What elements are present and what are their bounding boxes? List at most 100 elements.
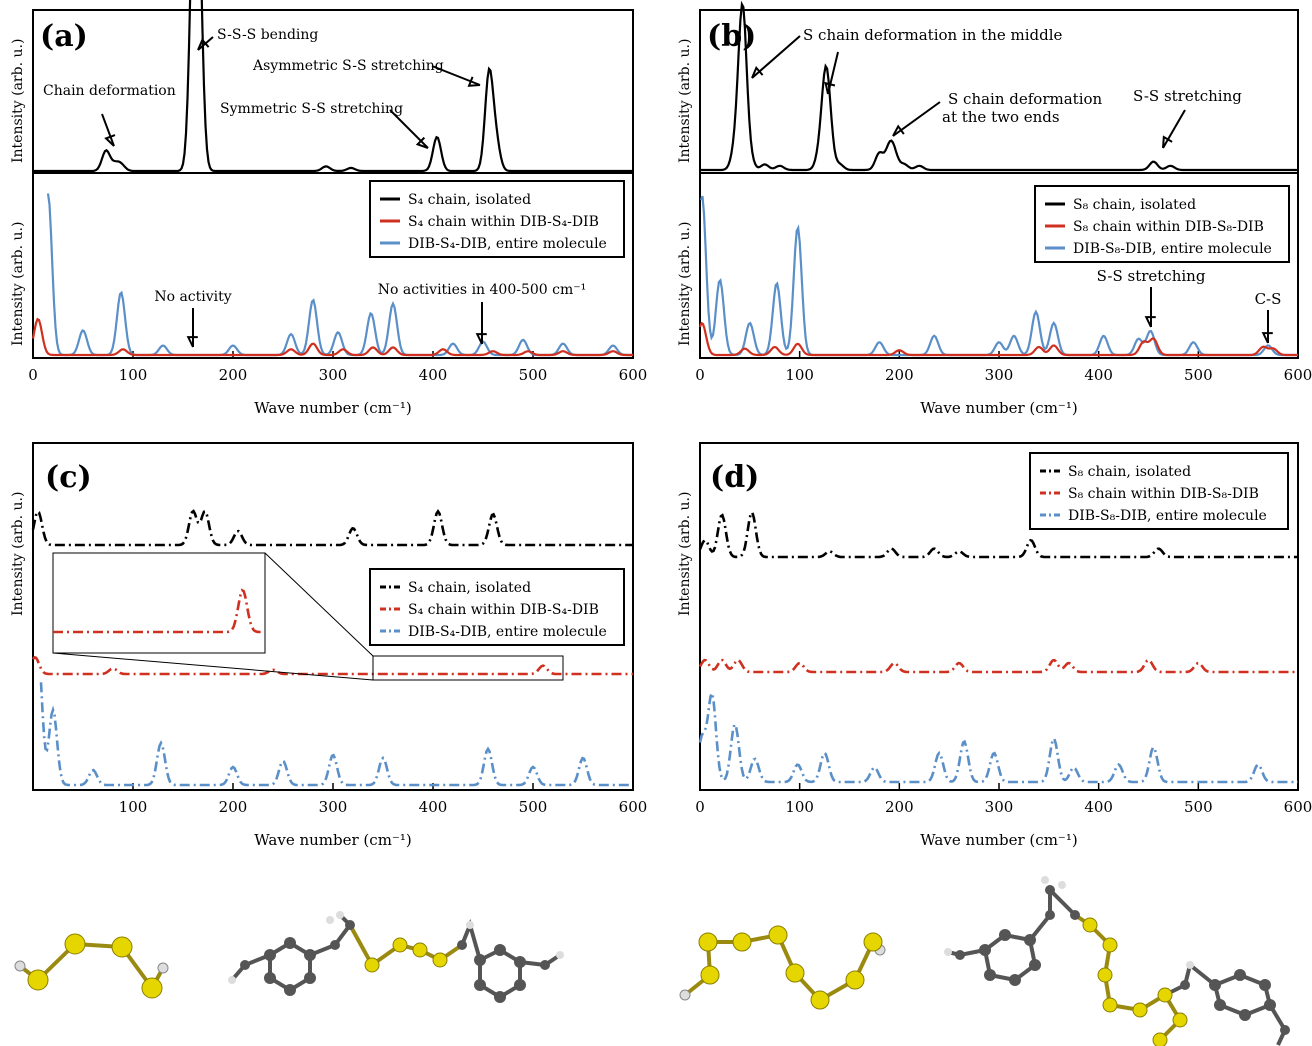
panels-layer: 0 100 200 300 400 500 600 Wave number (cm⁻¹) Int… — [10, 0, 1312, 849]
inset-connector-bottom — [52, 652, 374, 681]
x-tick-label-200: 200 — [885, 366, 914, 384]
y-axis-label-bottom: Intensity (arb. u.) — [677, 222, 693, 346]
legend-entry-1: S₄ chain, isolated — [408, 192, 531, 208]
x-tick-label-0: 0 — [28, 366, 38, 384]
series-line-3 — [698, 688, 1298, 784]
x-tick-label-400: 400 — [419, 366, 448, 384]
x-tick-label-300: 300 — [319, 798, 348, 816]
annotation-text-4: Asymmetric S-S stretching — [252, 58, 444, 74]
panel-b: 0 100 200 300 400 500 600 Wave number (cm⁻¹) Int… — [677, 0, 1312, 417]
x-axis-label: Wave number (cm⁻¹) — [920, 399, 1077, 417]
legend-entry-3: DIB-S₄-DIB, entire molecule — [408, 236, 607, 252]
annotation-text-3: S-S stretching — [1133, 87, 1242, 105]
x-tick-label-400: 400 — [1084, 798, 1113, 816]
series-line-3 — [39, 682, 632, 787]
legend-entry-2: S₄ chain within DIB-S₄-DIB — [408, 214, 599, 230]
x-axis-label: Wave number (cm⁻¹) — [254, 399, 411, 417]
x-tick-label-300: 300 — [985, 366, 1014, 384]
x-tick-label-200: 200 — [219, 366, 248, 384]
series-line-1 — [31, 509, 633, 547]
annotation-text-5: C-S — [1255, 290, 1282, 308]
plot-frame-b — [699, 9, 1299, 359]
legend-b: S₈ chain, isolated S₈ chain within DIB-S₈… — [1034, 185, 1290, 263]
x-tick-label-200: 200 — [885, 798, 914, 816]
annotation-arrow-1 — [751, 35, 801, 79]
y-axis-label: Intensity (arb. u.) — [10, 492, 26, 616]
legend-entry-1: S₄ chain, isolated — [408, 580, 531, 596]
legend-entry-2: S₈ chain within DIB-S₈-DIB — [1073, 219, 1264, 235]
zoom-region-box — [372, 655, 564, 681]
legend-d: S₈ chain, isolated S₈ chain within DIB-S₈… — [1029, 452, 1289, 530]
y-axis-label-top: Intensity (arb. u.) — [677, 39, 693, 163]
panel-label: (b) — [707, 19, 756, 54]
series-line-2 — [698, 321, 1298, 357]
annotation-arrow-1 — [197, 36, 214, 51]
inset-connector-top — [264, 552, 374, 657]
x-tick-label-100: 100 — [785, 798, 814, 816]
x-tick-label-0: 0 — [695, 798, 705, 816]
y-axis-label-top: Intensity (arb. u.) — [10, 39, 26, 163]
annotation-arrow-5 — [186, 308, 198, 348]
legend-entry-3: DIB-S₄-DIB, entire molecule — [408, 624, 607, 640]
s8-chain-molecule — [679, 925, 886, 1010]
x-tick-label-100: 100 — [119, 366, 148, 384]
legend-box — [369, 180, 625, 258]
annotation-text-5: No activity — [154, 289, 231, 305]
annotation-text-2: Chain deformation — [43, 83, 176, 99]
x-tick-label-300: 300 — [985, 798, 1014, 816]
x-tick-label-600: 600 — [619, 366, 648, 384]
legend-entry-2: S₈ chain within DIB-S₈-DIB — [1068, 486, 1259, 502]
series-line-3 — [699, 195, 1298, 357]
x-tick-label-300: 300 — [319, 366, 348, 384]
legend-entry-3: DIB-S₈-DIB, entire molecule — [1068, 508, 1267, 524]
x-tick-label-600: 600 — [1284, 366, 1312, 384]
x-tick-label-100: 100 — [119, 798, 148, 816]
inset-series-line — [53, 588, 264, 634]
annotation-arrow-4 — [431, 65, 481, 87]
annotation-text-2b: at the two ends — [942, 108, 1060, 126]
x-tick-label-500: 500 — [519, 798, 548, 816]
legend-entry-3: DIB-S₈-DIB, entire molecule — [1073, 241, 1272, 257]
x-tick-label-600: 600 — [1284, 798, 1312, 816]
x-axis-label: Wave number (cm⁻¹) — [254, 831, 411, 849]
annotation-text-6: No activities in 400-500 cm⁻¹ — [378, 282, 587, 298]
legend-box — [1029, 452, 1289, 530]
x-tick-label-100: 100 — [785, 366, 814, 384]
s4-chain-molecule — [14, 933, 169, 999]
x-tick-label-400: 400 — [1084, 366, 1113, 384]
legend-box — [1034, 185, 1290, 263]
panel-a: 0 100 200 300 400 500 600 Wave number (cm⁻¹) Int… — [10, 0, 647, 417]
legend-c: S₄ chain, isolated S₄ chain within DIB-S₄… — [369, 568, 625, 646]
annotation-arrow-3 — [1162, 109, 1186, 149]
series-line-2 — [31, 655, 633, 676]
series-line-1 — [698, 510, 1298, 559]
legend-a: S₄ chain, isolated S₄ chain within DIB-S₄… — [369, 180, 625, 258]
series-line-1 — [700, 0, 1298, 172]
legend-box — [369, 568, 625, 646]
annotation-arrow-6 — [475, 302, 487, 345]
y-axis-label-bottom: Intensity (arb. u.) — [10, 222, 26, 346]
annotation-arrow-4 — [1144, 287, 1156, 328]
panel-c: 100 200 300 400 500 600 Wave number (cm⁻¹) Inte… — [10, 442, 648, 849]
x-tick-label-0: 0 — [695, 366, 705, 384]
annotation-arrow-2 — [101, 113, 116, 147]
molecule-illustrations — [14, 876, 1290, 1046]
dib-s4-dib-molecule — [228, 911, 564, 1003]
y-axis-label: Intensity (arb. u.) — [677, 492, 693, 616]
dib-s8-dib-molecule — [944, 876, 1290, 1046]
x-axis-label: Wave number (cm⁻¹) — [920, 831, 1077, 849]
x-tick-label-600: 600 — [619, 798, 648, 816]
inset-box — [52, 552, 266, 654]
annotation-text-1: S-S-S bending — [217, 27, 318, 43]
x-tick-label-400: 400 — [419, 798, 448, 816]
x-tick-label-200: 200 — [219, 798, 248, 816]
annotation-arrow-2 — [892, 101, 941, 137]
x-tick-label-500: 500 — [1184, 366, 1213, 384]
panel-label: (a) — [40, 19, 88, 54]
panel-label: (d) — [710, 460, 759, 495]
annotation-text-1: S chain deformation in the middle — [803, 26, 1063, 44]
series-line-2 — [31, 317, 633, 357]
series-line-1 — [33, 0, 633, 173]
annotation-text-3: Symmetric S-S stretching — [220, 101, 403, 117]
